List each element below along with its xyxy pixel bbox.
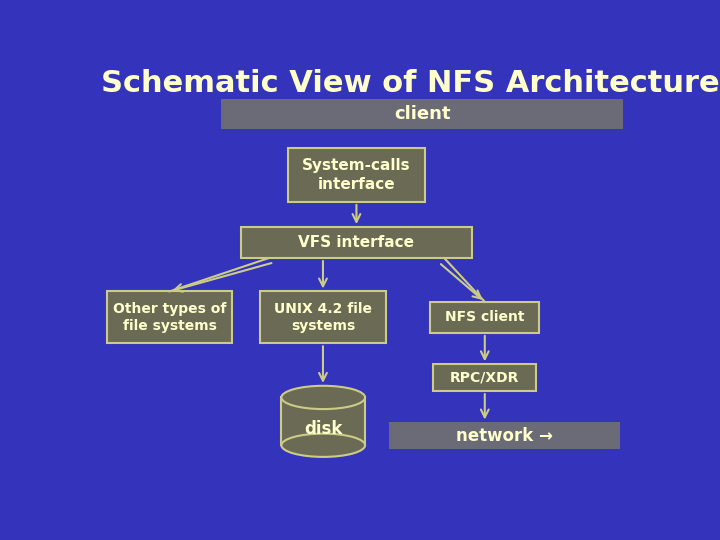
Text: VFS interface: VFS interface <box>299 235 415 250</box>
Text: client: client <box>394 105 450 123</box>
Text: System-calls
interface: System-calls interface <box>302 158 410 192</box>
FancyBboxPatch shape <box>240 227 472 258</box>
Text: Schematic View of NFS Architecture: Schematic View of NFS Architecture <box>101 69 720 98</box>
FancyBboxPatch shape <box>433 364 536 391</box>
Text: UNIX 4.2 file
systems: UNIX 4.2 file systems <box>274 302 372 333</box>
FancyBboxPatch shape <box>288 148 425 202</box>
Text: network →: network → <box>456 427 553 445</box>
Ellipse shape <box>282 434 365 457</box>
Text: disk: disk <box>304 420 343 437</box>
Text: RPC/XDR: RPC/XDR <box>450 370 519 384</box>
Text: Other types of
file systems: Other types of file systems <box>113 302 226 333</box>
FancyBboxPatch shape <box>431 302 539 333</box>
Polygon shape <box>282 397 365 446</box>
FancyBboxPatch shape <box>107 292 233 343</box>
FancyBboxPatch shape <box>389 422 620 449</box>
Text: NFS client: NFS client <box>445 310 525 325</box>
Ellipse shape <box>282 386 365 409</box>
FancyBboxPatch shape <box>221 99 623 129</box>
FancyBboxPatch shape <box>260 292 386 343</box>
